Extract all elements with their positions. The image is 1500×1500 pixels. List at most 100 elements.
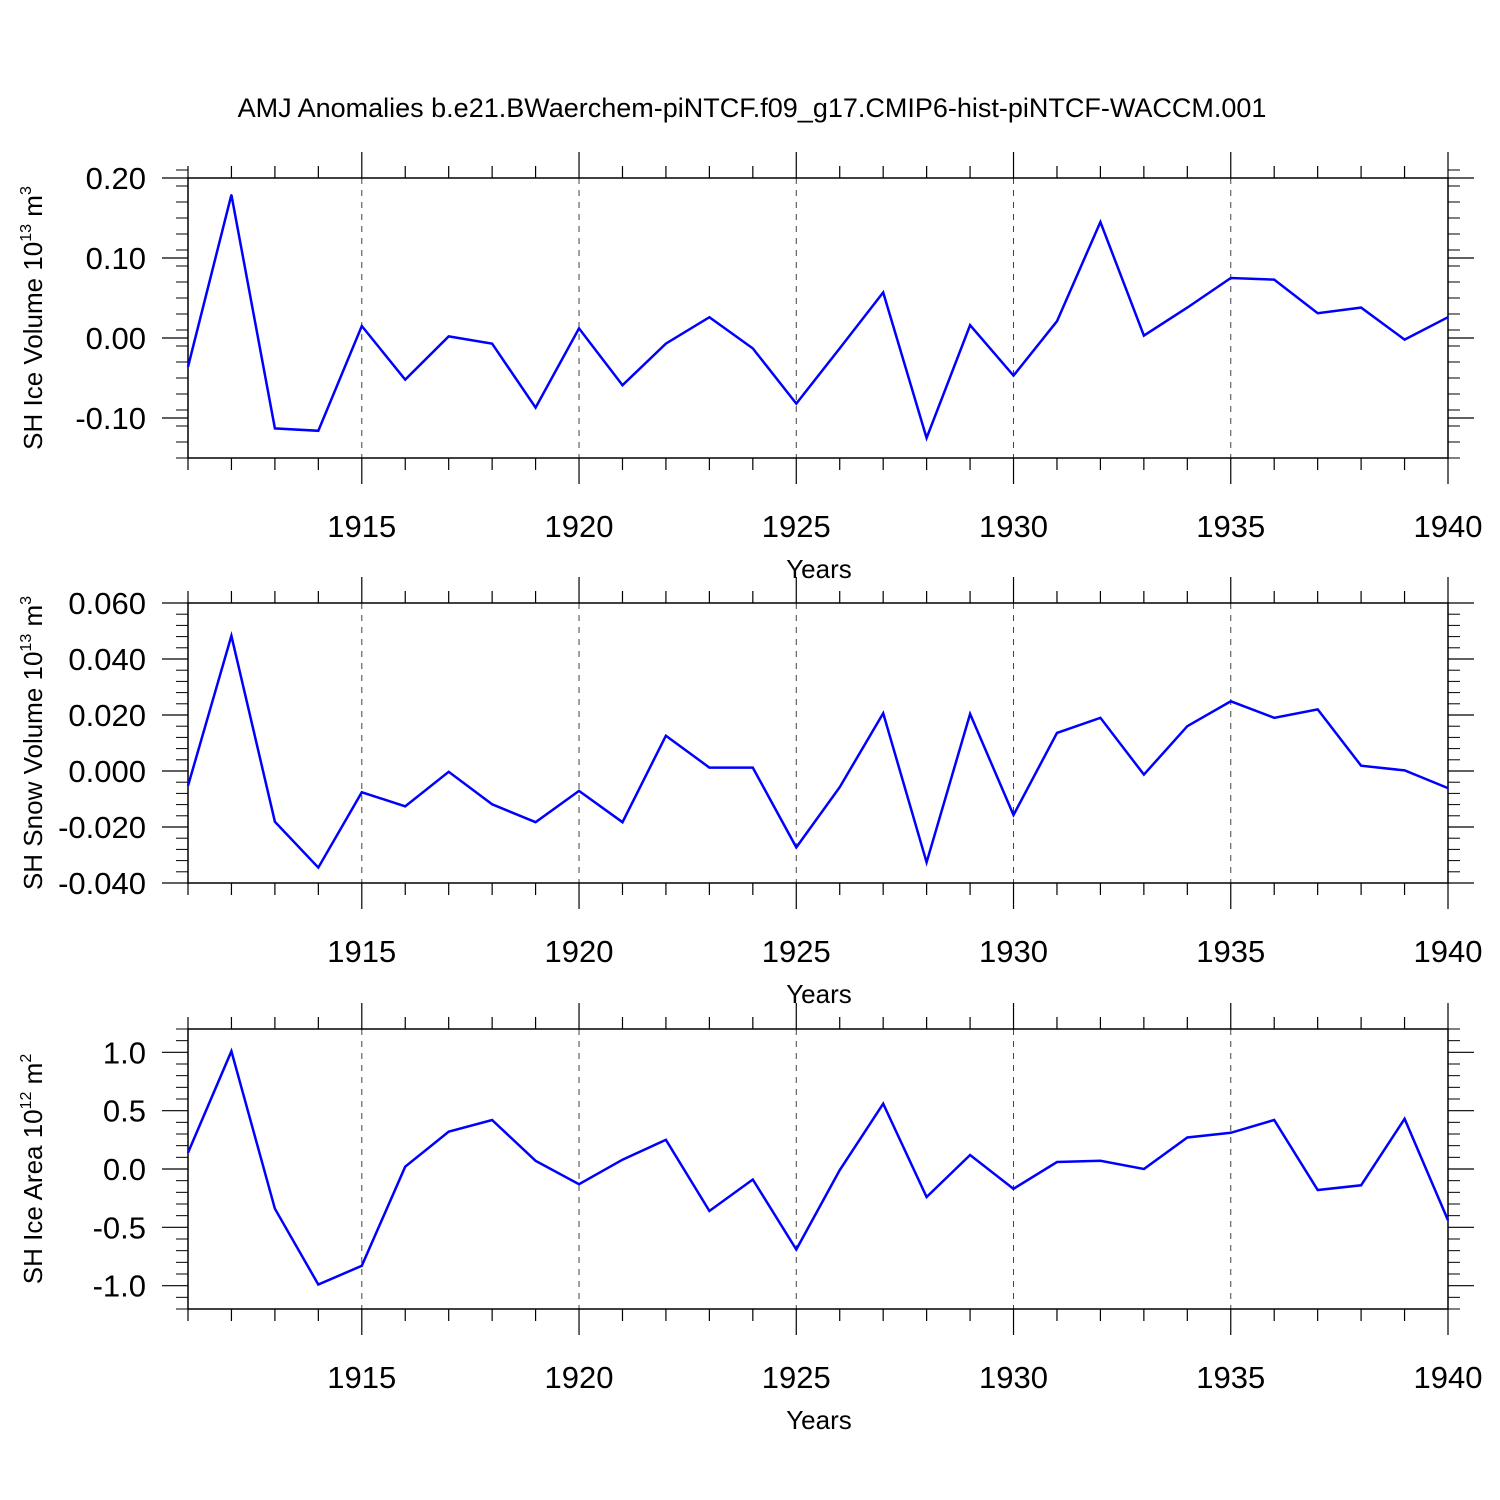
- data-point: [187, 785, 189, 787]
- y-tick-label: 0.10: [86, 241, 146, 276]
- x-tick-label: 1930: [979, 934, 1048, 969]
- y-tick-label: 0.00: [86, 321, 146, 356]
- data-point: [708, 316, 711, 319]
- x-tick-label: 1925: [762, 509, 831, 544]
- plot-frame: [187, 602, 1449, 884]
- y-tick-label: -0.020: [58, 810, 146, 845]
- data-point: [447, 771, 450, 773]
- data-point: [360, 325, 363, 327]
- y-tick-label: 0.20: [86, 161, 146, 196]
- data-point: [1186, 306, 1189, 309]
- data-point: [969, 324, 971, 327]
- data-point: [491, 342, 493, 345]
- x-tick-label: 1935: [1196, 1360, 1265, 1395]
- y-tick-label: 1.0: [103, 1035, 146, 1070]
- x-tick-label: 1940: [1414, 509, 1483, 544]
- data-point: [795, 846, 798, 849]
- data-point: [665, 1139, 667, 1141]
- series-line: [186, 194, 1449, 442]
- data-point: [969, 713, 971, 715]
- data-point: [752, 766, 754, 769]
- data-point: [621, 821, 624, 824]
- data-point: [274, 1207, 276, 1210]
- data-point: [491, 1119, 493, 1121]
- data-point: [1316, 1189, 1319, 1191]
- x-tick-label: 1915: [327, 934, 396, 969]
- data-point: [838, 347, 841, 350]
- y-tick-label: 0.000: [68, 754, 146, 789]
- data-point: [882, 712, 884, 715]
- data-point: [447, 1130, 450, 1133]
- y-tick-label: -0.5: [93, 1210, 146, 1245]
- data-point: [1056, 732, 1058, 734]
- x-tick-label: 1935: [1196, 509, 1265, 544]
- data-point: [1099, 717, 1102, 719]
- data-point: [1143, 773, 1145, 776]
- data-point: [447, 335, 450, 338]
- x-tick-label: 1920: [545, 1360, 614, 1395]
- series-line: [186, 630, 1449, 870]
- data-point: [1229, 1132, 1232, 1134]
- data-point: [838, 786, 841, 789]
- data-point: [1403, 769, 1406, 772]
- x-tick-label: 1920: [545, 509, 614, 544]
- data-point: [925, 1196, 928, 1198]
- data-point: [491, 803, 493, 806]
- data-point: [1403, 338, 1406, 341]
- x-tick-label: 1940: [1414, 1360, 1483, 1395]
- data-point: [969, 1154, 971, 1156]
- data-point: [1056, 320, 1058, 323]
- data-point: [925, 437, 928, 439]
- y-tick-label: -0.040: [58, 866, 146, 901]
- y-axis-label: SH Snow Volume 1013 m3: [18, 596, 48, 890]
- data-point: [1273, 717, 1276, 719]
- data-point: [882, 1102, 884, 1105]
- data-point: [1012, 814, 1015, 816]
- data-point: [360, 791, 363, 794]
- x-tick-label: 1920: [545, 934, 614, 969]
- data-point: [1229, 277, 1232, 279]
- data-point: [708, 766, 711, 769]
- data-point: [360, 1265, 363, 1267]
- x-tick-label: 1925: [762, 1360, 831, 1395]
- data-point: [578, 327, 580, 330]
- x-tick-label: 1930: [979, 509, 1048, 544]
- y-tick-label: 0.020: [68, 698, 146, 733]
- y-axis-label: SH Ice Area 1012 m2: [18, 1054, 48, 1285]
- data-point: [708, 1210, 711, 1212]
- x-tick-label: 1915: [327, 509, 396, 544]
- data-point: [230, 194, 233, 196]
- data-point: [752, 347, 754, 350]
- data-point: [1403, 1118, 1406, 1120]
- y-tick-label: 0.040: [68, 642, 146, 677]
- data-point: [882, 291, 884, 294]
- data-point: [534, 821, 537, 824]
- data-point: [838, 1169, 841, 1171]
- panel-3: -1.0 -0.5 0.0 0.5 1.0 1915 1920 1925 1930 1935 194…: [18, 1003, 1482, 1435]
- series-line: [186, 1047, 1450, 1287]
- data-point: [1273, 278, 1276, 281]
- data-point: [534, 406, 537, 409]
- data-point: [621, 384, 624, 387]
- data-point: [1273, 1119, 1276, 1121]
- data-point: [230, 634, 233, 637]
- y-axis-label: SH Ice Volume 1013 m3: [18, 186, 48, 450]
- data-point: [1099, 1160, 1102, 1162]
- data-point: [1056, 1161, 1058, 1163]
- data-point: [1360, 1184, 1362, 1187]
- x-axis-label: Years: [786, 979, 852, 1009]
- data-point: [1316, 312, 1319, 315]
- y-tick-label: 0.0: [103, 1152, 146, 1187]
- panels: -0.10 0.00 0.10 0.20 1915 1920 1925 1930 1935 194…: [18, 152, 1482, 1435]
- data-point: [665, 734, 667, 737]
- x-tick-label: 1935: [1196, 934, 1265, 969]
- data-point: [1186, 1136, 1189, 1139]
- data-point: [1143, 1168, 1145, 1170]
- data-point: [317, 430, 320, 432]
- data-point: [317, 866, 320, 869]
- data-point: [404, 378, 407, 381]
- data-point: [752, 1178, 754, 1181]
- figure-title: AMJ Anomalies b.e21.BWaerchem-piNTCF.f09…: [238, 93, 1267, 123]
- data-point: [1316, 708, 1319, 711]
